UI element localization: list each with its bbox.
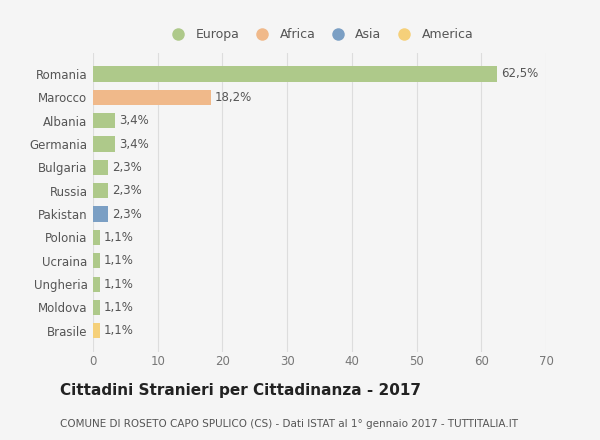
Bar <box>93 183 108 198</box>
Bar <box>93 230 100 245</box>
Text: 2,3%: 2,3% <box>112 161 142 174</box>
Text: 62,5%: 62,5% <box>502 67 539 81</box>
Text: 2,3%: 2,3% <box>112 184 142 197</box>
Text: 1,1%: 1,1% <box>104 254 134 267</box>
Bar <box>93 323 100 338</box>
Text: 1,1%: 1,1% <box>104 278 134 290</box>
Text: 1,1%: 1,1% <box>104 301 134 314</box>
Bar <box>93 113 115 128</box>
Text: 2,3%: 2,3% <box>112 208 142 220</box>
Legend: Europa, Africa, Asia, America: Europa, Africa, Asia, America <box>161 23 478 46</box>
Text: 3,4%: 3,4% <box>119 138 149 150</box>
Bar <box>93 90 211 105</box>
Bar <box>93 276 100 292</box>
Bar <box>93 160 108 175</box>
Text: 1,1%: 1,1% <box>104 324 134 337</box>
Text: 18,2%: 18,2% <box>215 91 252 104</box>
Text: 1,1%: 1,1% <box>104 231 134 244</box>
Bar <box>93 253 100 268</box>
Text: 3,4%: 3,4% <box>119 114 149 127</box>
Text: COMUNE DI ROSETO CAPO SPULICO (CS) - Dati ISTAT al 1° gennaio 2017 - TUTTITALIA.: COMUNE DI ROSETO CAPO SPULICO (CS) - Dat… <box>60 419 518 429</box>
Bar <box>93 300 100 315</box>
Bar <box>93 206 108 222</box>
Text: Cittadini Stranieri per Cittadinanza - 2017: Cittadini Stranieri per Cittadinanza - 2… <box>60 383 421 398</box>
Bar <box>93 136 115 152</box>
Bar <box>93 66 497 81</box>
